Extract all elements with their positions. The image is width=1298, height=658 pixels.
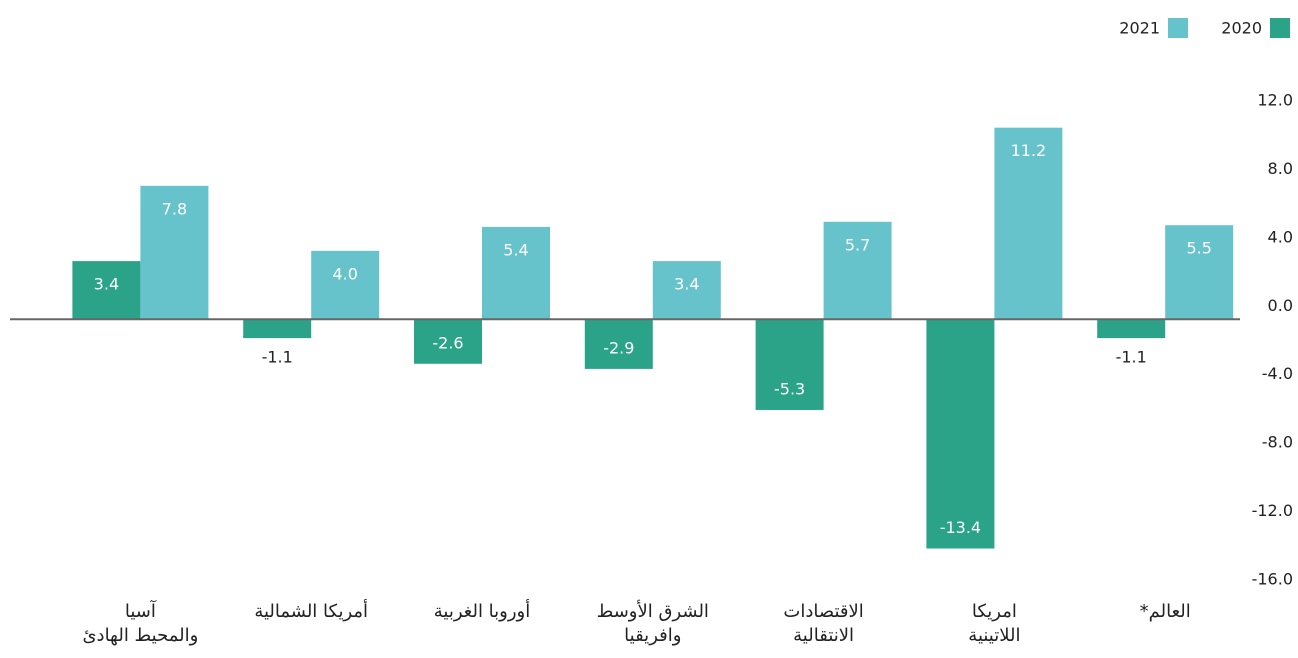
y-tick-label: -8.0 — [1262, 433, 1293, 452]
y-tick-label: 4.0 — [1268, 227, 1293, 246]
bar — [755, 319, 824, 410]
bar — [652, 261, 721, 320]
value-label: -1.1 — [1116, 348, 1147, 367]
x-tick-label: الشرق الأوسط وافريقيا — [596, 601, 709, 646]
bar — [482, 226, 550, 320]
value-label: 11.2 — [1011, 141, 1047, 160]
x-tick-label: العالم* — [1139, 601, 1191, 622]
x-tick-label: أوروبا الغربية — [433, 601, 531, 622]
y-tick-label: 8.0 — [1268, 159, 1293, 178]
value-label: -1.1 — [262, 348, 293, 367]
x-tick-label: آسيا والمحيط الهادئ — [82, 601, 199, 646]
value-label: 4.0 — [332, 264, 357, 283]
value-label: 5.5 — [1186, 239, 1211, 258]
y-tick-label: 0.0 — [1268, 296, 1293, 315]
bar — [414, 319, 482, 364]
bar — [1165, 225, 1234, 320]
y-tick-label: 12.0 — [1257, 91, 1293, 110]
legend-label: 2021 — [1119, 19, 1160, 38]
bar — [994, 127, 1063, 320]
value-label: -5.3 — [774, 379, 805, 398]
value-label: -2.9 — [603, 338, 634, 357]
x-tick-label: امريكا اللاتينية — [968, 601, 1021, 646]
bar — [926, 319, 995, 549]
value-label: 5.4 — [503, 240, 528, 259]
bar — [72, 261, 141, 320]
y-tick-label: -4.0 — [1262, 364, 1293, 383]
value-label: -13.4 — [940, 518, 981, 537]
value-label: -2.6 — [432, 333, 463, 352]
bar — [584, 319, 653, 369]
bar — [140, 185, 209, 320]
value-label: 3.4 — [674, 275, 699, 294]
bar — [823, 221, 892, 320]
legend-swatch — [1168, 18, 1188, 38]
value-label: 7.8 — [162, 199, 187, 218]
y-tick-label: -16.0 — [1252, 570, 1293, 589]
value-label: 5.7 — [845, 235, 870, 254]
value-label: 3.4 — [94, 275, 119, 294]
legend-swatch — [1270, 18, 1290, 38]
bar — [311, 250, 380, 320]
bar — [1097, 319, 1166, 339]
legend-label: 2020 — [1221, 19, 1262, 38]
bar — [243, 319, 312, 339]
x-tick-label: أمريكا الشمالية — [254, 601, 369, 622]
y-tick-label: -12.0 — [1252, 501, 1293, 520]
x-tick-label: الاقتصادات الانتقالية — [783, 601, 864, 646]
